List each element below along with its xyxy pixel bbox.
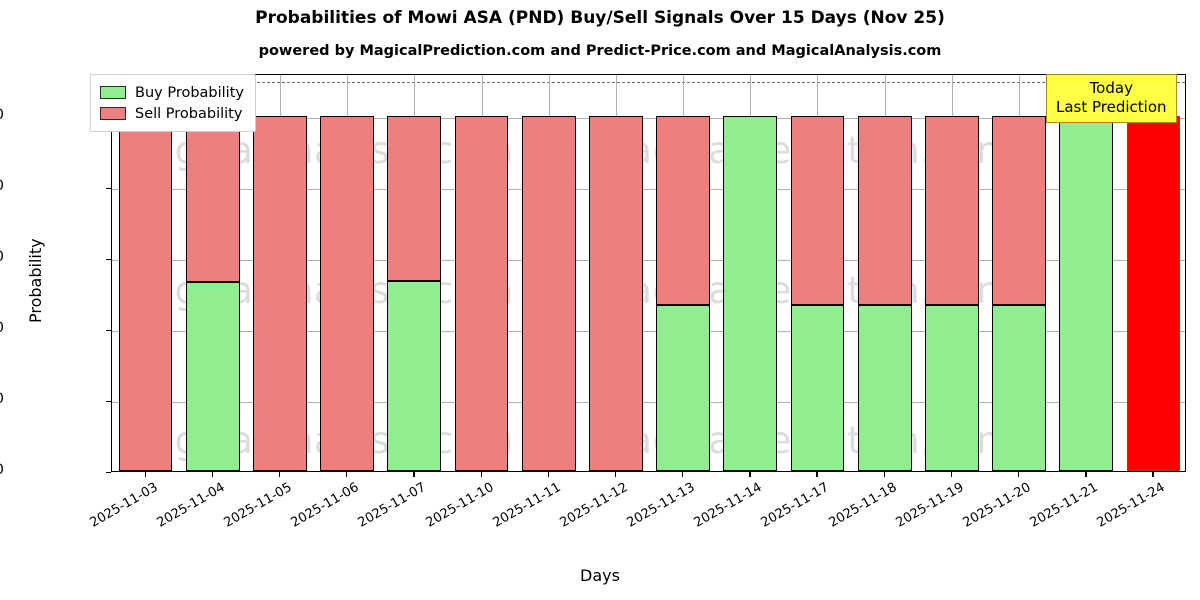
bar-segment-buy[interactable] <box>790 305 845 471</box>
x-tick-mark <box>883 472 885 477</box>
bar-group[interactable] <box>521 73 576 471</box>
bar-group[interactable] <box>1059 73 1114 471</box>
today-annotation-line1: Today <box>1089 79 1133 97</box>
y-gridline <box>112 117 1185 119</box>
bar-group[interactable] <box>118 73 173 471</box>
plot-area: MagicalAnalysis.comMagicaPrediction.comM… <box>111 74 1186 472</box>
y-gridline <box>112 259 1185 261</box>
x-tick-mark <box>278 472 281 477</box>
bar-segment-today[interactable] <box>1126 115 1181 471</box>
bar-segment-sell[interactable] <box>589 115 643 471</box>
y-gridline <box>112 188 1185 190</box>
bar-segment-sell[interactable] <box>857 115 912 306</box>
y-gridline <box>112 330 1185 332</box>
legend-swatch-sell <box>100 107 126 120</box>
bar-group[interactable] <box>924 73 979 471</box>
bar-segment-sell[interactable] <box>387 115 442 281</box>
bar-group[interactable] <box>992 73 1046 471</box>
x-tick-mark <box>480 472 482 477</box>
bar-segment-sell[interactable] <box>924 115 979 306</box>
y-tick-label: 80 <box>0 178 4 194</box>
x-tick-mark <box>816 472 818 477</box>
today-annotation: Today Last Prediction <box>1046 74 1177 123</box>
x-axis-label: Days <box>580 566 620 585</box>
bar-segment-buy[interactable] <box>656 305 710 471</box>
today-annotation-line2: Last Prediction <box>1056 98 1167 116</box>
x-tick-mark <box>1018 472 1020 477</box>
y-gridline <box>112 401 1185 403</box>
legend-label-buy: Buy Probability <box>135 84 244 101</box>
bar-segment-buy[interactable] <box>992 305 1046 471</box>
y-tick-mark <box>106 472 111 474</box>
bar-segment-sell[interactable] <box>790 115 845 306</box>
bar-group[interactable] <box>253 73 307 471</box>
bar-group[interactable] <box>320 73 375 471</box>
x-tick-mark <box>682 472 684 477</box>
x-tick-mark <box>413 472 415 477</box>
y-tick-mark <box>106 258 111 261</box>
legend-item-buy[interactable]: Buy Probability <box>100 82 244 103</box>
y-tick-label: 0 <box>0 462 4 478</box>
y-tick-mark <box>106 329 111 332</box>
x-tick-mark <box>547 472 550 477</box>
bar-group[interactable] <box>790 73 845 471</box>
bar-segment-buy[interactable] <box>1059 115 1114 471</box>
y-axis-label: Probability <box>26 238 45 323</box>
bar-group[interactable] <box>185 73 240 471</box>
bar-group[interactable] <box>1126 73 1181 471</box>
legend-swatch-buy <box>100 86 126 99</box>
y-tick-label: 20 <box>0 391 4 407</box>
bar-group[interactable] <box>723 73 778 471</box>
x-tick-mark <box>950 472 953 477</box>
bar-group[interactable] <box>387 73 442 471</box>
bar-segment-sell[interactable] <box>656 115 710 306</box>
bar-segment-sell[interactable] <box>185 115 240 282</box>
legend-item-sell[interactable]: Sell Probability <box>100 103 244 124</box>
y-tick-label: 100 <box>0 107 4 123</box>
bar-group[interactable] <box>857 73 912 471</box>
bar-segment-sell[interactable] <box>992 115 1046 306</box>
bar-segment-buy[interactable] <box>924 305 979 471</box>
bar-segment-buy[interactable] <box>723 115 778 471</box>
x-tick-mark <box>749 472 751 477</box>
bar-series-layer <box>112 75 1185 471</box>
x-tick-mark <box>614 472 617 477</box>
bar-segment-sell[interactable] <box>253 115 307 471</box>
x-tick-mark <box>144 472 146 477</box>
bar-segment-buy[interactable] <box>857 305 912 471</box>
bar-segment-sell[interactable] <box>521 115 576 471</box>
bar-group[interactable] <box>656 73 710 471</box>
x-tick-mark <box>1152 472 1154 477</box>
bar-group[interactable] <box>454 73 509 471</box>
legend-label-sell: Sell Probability <box>135 105 243 122</box>
reference-dashed-line <box>112 82 1185 84</box>
x-tick-mark <box>1085 472 1087 477</box>
chart-legend: Buy Probability Sell Probability <box>90 74 256 132</box>
bar-segment-buy[interactable] <box>185 281 240 471</box>
x-tick-mark <box>211 472 214 477</box>
bar-segment-sell[interactable] <box>320 115 375 471</box>
y-tick-label: 60 <box>0 249 4 265</box>
chart-title: Probabilities of Mowi ASA (PND) Buy/Sell… <box>255 8 945 28</box>
bar-group[interactable] <box>589 73 643 471</box>
bar-segment-buy[interactable] <box>387 280 442 471</box>
y-tick-label: 40 <box>0 320 4 336</box>
bar-segment-sell[interactable] <box>454 115 509 471</box>
bar-segment-sell[interactable] <box>118 115 173 471</box>
y-tick-mark <box>106 187 111 189</box>
chart-subtitle: powered by MagicalPrediction.com and Pre… <box>258 43 942 59</box>
y-tick-mark <box>106 400 111 403</box>
x-tick-mark <box>346 472 348 477</box>
